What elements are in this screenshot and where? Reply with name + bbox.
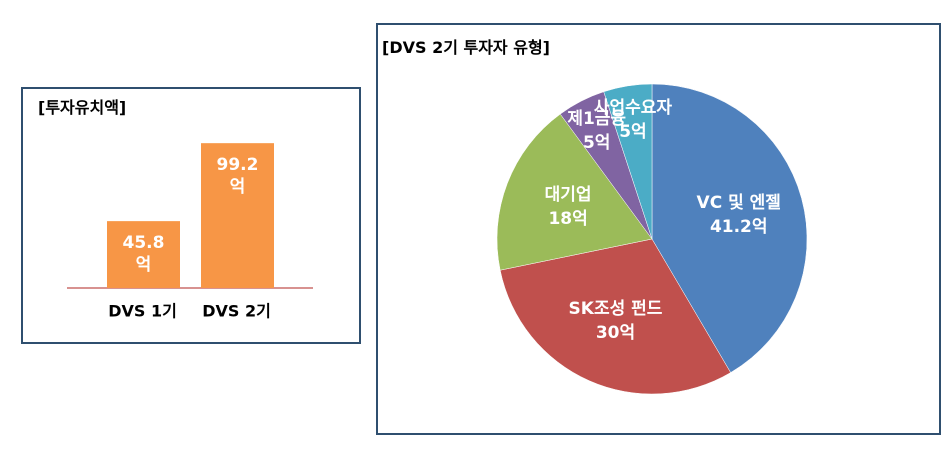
slice-name: 사업수요자 [593, 97, 673, 118]
slice-value-label: 18억 [548, 208, 588, 229]
slice-value-label: 5억 [582, 133, 611, 154]
pie-slice [603, 83, 653, 240]
bar-title: [투자유치액] [38, 98, 127, 117]
x-tick-label: DVS 2기 [202, 301, 271, 321]
slice-name: SK조성 펀드 [568, 299, 663, 320]
bar-value-label: 45.8 억 [122, 233, 165, 276]
slice-name: VC 및 엔젤 [696, 193, 781, 214]
slice-value-label: 41.2억 [709, 217, 768, 238]
slice-name: 대기업 [544, 184, 592, 205]
bar-panel [21, 87, 361, 344]
bar [107, 221, 180, 288]
pie-slice [496, 113, 653, 271]
pie-slice [651, 83, 808, 373]
pie-slice [499, 238, 731, 395]
slice-value-label: 30억 [595, 323, 636, 344]
bar-value-label: 99.2 억 [216, 155, 259, 198]
slice-name: 제1금융 [567, 109, 627, 130]
pie-title: [DVS 2기 투자자 유형] [382, 38, 550, 57]
pie-panel [376, 23, 941, 435]
slice-value-label: 5억 [619, 121, 647, 142]
bar [201, 143, 274, 288]
x-tick-label: DVS 1기 [108, 301, 177, 321]
